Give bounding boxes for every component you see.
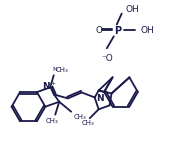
Text: P: P: [114, 26, 121, 36]
Text: CH₃: CH₃: [46, 118, 59, 124]
Text: +: +: [50, 81, 55, 86]
Text: ⁻O: ⁻O: [101, 54, 113, 63]
Text: CH₃: CH₃: [56, 67, 68, 73]
Text: CH₃: CH₃: [74, 114, 87, 120]
Text: N: N: [42, 82, 50, 91]
Text: N: N: [96, 94, 103, 103]
Text: O: O: [95, 26, 102, 35]
Text: N: N: [52, 67, 57, 72]
Text: OH: OH: [126, 5, 139, 14]
Text: OH: OH: [141, 26, 154, 35]
Text: CH₃: CH₃: [81, 120, 94, 126]
